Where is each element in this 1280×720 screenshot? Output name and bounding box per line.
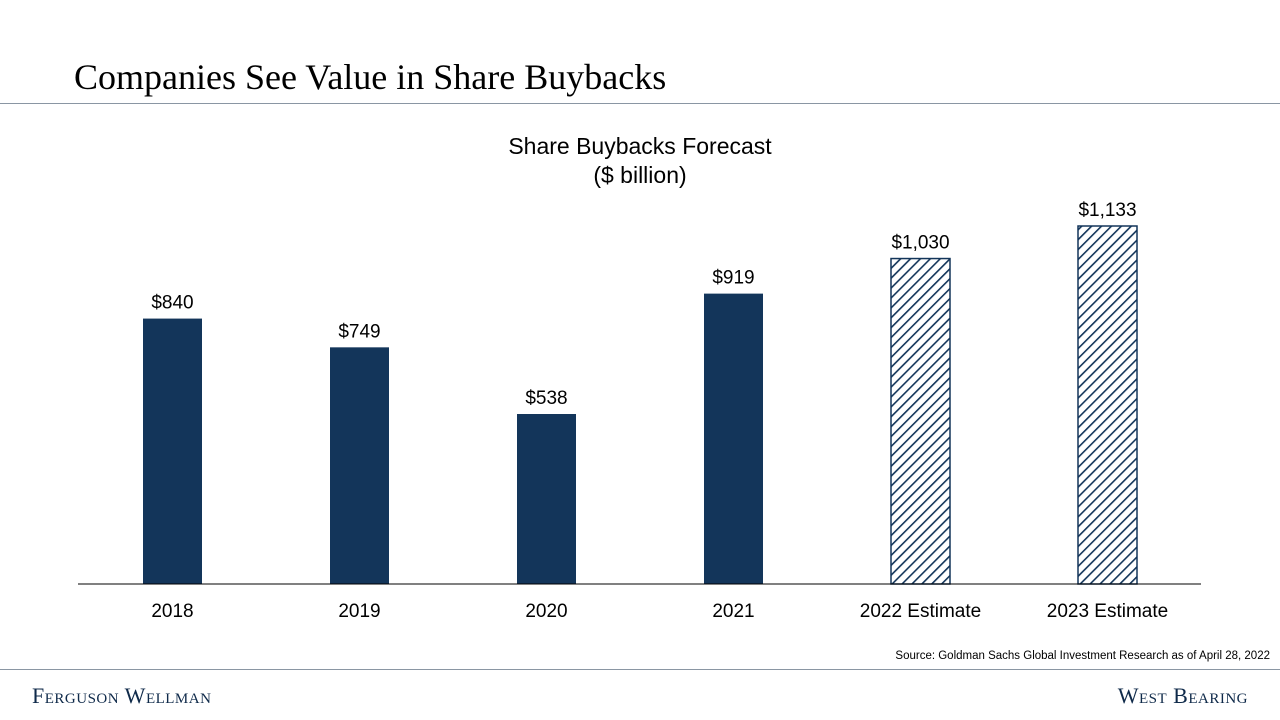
chart-subtitle: ($ billion) [593,162,687,188]
data-label: $1,133 [1078,200,1136,221]
slide-title: Companies See Value in Share Buybacks [74,57,667,97]
bar-2018 [143,318,202,584]
chart-title: Share Buybacks Forecast [508,133,772,159]
x-tick-label: 2018 [151,601,193,622]
west-bearing-logo: West Bearing [1117,683,1248,708]
x-tick-label: 2019 [338,601,380,622]
bar-2019 [330,347,389,584]
data-label: $840 [151,293,193,314]
data-label: $1,030 [891,233,949,254]
bar-2021 [704,293,763,584]
x-tick-label: 2021 [712,601,754,622]
x-tick-label: 2020 [525,601,567,622]
x-tick-label: 2023 Estimate [1047,601,1168,622]
bar-2020 [517,414,576,584]
bar-2022-estimate [890,257,951,585]
bar-2023-estimate [1077,225,1138,585]
chart-title-block: Share Buybacks Forecast ($ billion) [440,132,840,190]
data-label: $919 [712,268,754,289]
ferguson-wellman-logo: Ferguson Wellman [32,683,212,708]
data-label: $538 [525,388,567,409]
footer-divider [0,669,1280,670]
title-divider [0,103,1280,104]
source-note: Source: Goldman Sachs Global Investment … [895,650,1270,662]
data-label: $749 [338,321,380,342]
x-tick-label: 2022 Estimate [860,601,981,622]
